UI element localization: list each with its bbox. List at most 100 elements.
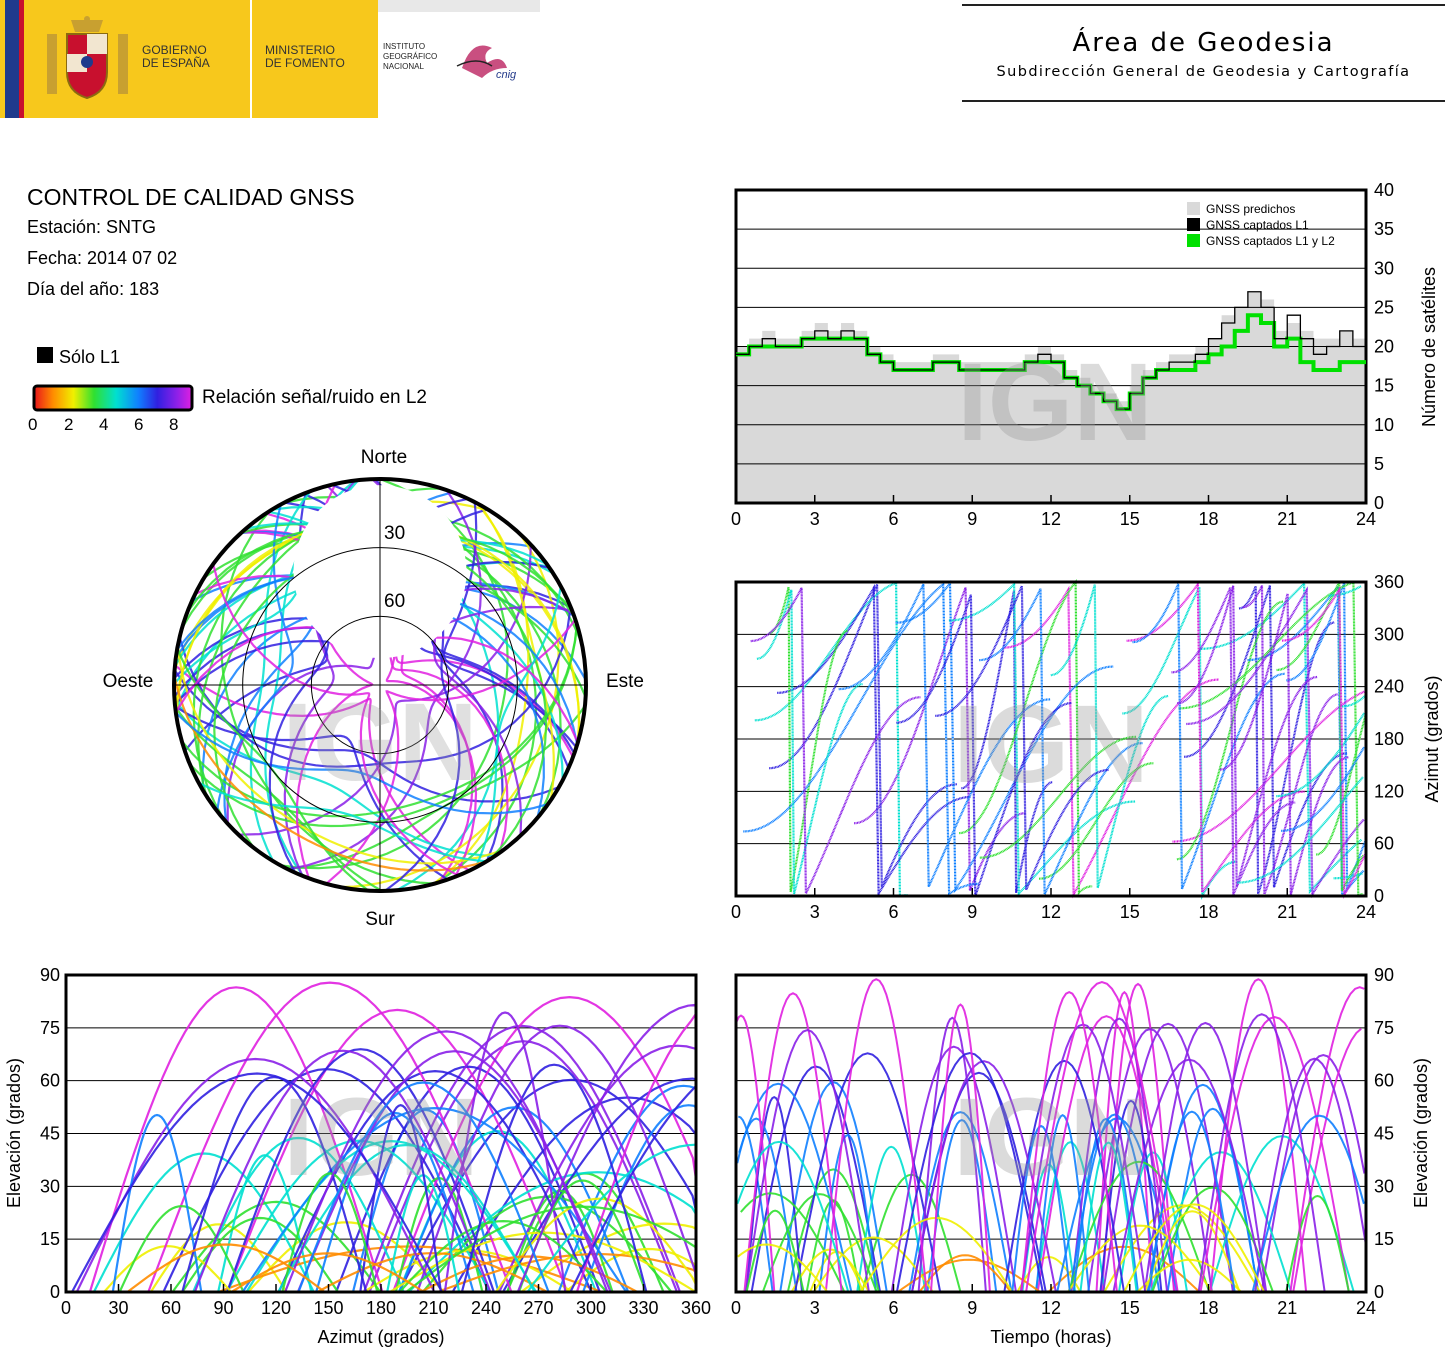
azimuth-track [1328,585,1362,597]
y-tick-label: 15 [1374,1229,1394,1249]
x-tick-label: 15 [1120,1298,1140,1318]
x-tick-label: 0 [731,509,741,529]
elevation-time-track [812,1236,934,1293]
elevation-time-track [1123,1203,1266,1293]
ring-30-label: 30 [384,523,405,544]
satellite-track [175,711,549,815]
elevation-time-track [744,1029,870,1293]
satellite-track [474,586,562,868]
elevation-azimuth-track [126,1243,326,1293]
elevation-time-track [1251,1114,1365,1293]
x-tick-label: 12 [1041,902,1061,922]
y-tick-label: 90 [1374,965,1394,985]
elevation-time-track [737,1115,774,1293]
elevation-azimuth-track [359,1104,442,1293]
elevation-time-track [1101,982,1175,1293]
header-subtitle: Subdirección General de Geodesia y Carto… [996,64,1411,80]
elevation-azimuth-track [225,1139,492,1293]
x-tick-label: 180 [366,1298,396,1318]
azt-ylabel: Azimut (grados) [1422,675,1442,802]
title-bottom-rule [962,100,1445,102]
elevation-time-chart: 0 15 30 45 60 75 90 0 3 6 9 12 15 18 21 24 Elevación (g… [731,965,1431,1347]
y-tick-label: 360 [1374,572,1404,592]
elevation-azimuth-chart: 0 15 30 45 60 75 90 0 30 60 90 120 150 180 210 240 270 30… [4,965,711,1347]
y-tick-label: 90 [40,965,60,985]
elevation-azimuth-track [193,1049,492,1293]
x-tick-label: 0 [61,1298,71,1318]
y-tick-label: 5 [1374,454,1384,474]
x-tick-label: 90 [213,1298,233,1318]
elevation-time-track [1020,990,1118,1293]
sats-ylabel: Número de satélites [1419,267,1439,427]
azimuth-track [1276,712,1366,798]
azimuth-track [1171,587,1296,895]
azimuth-track [1178,580,1364,897]
x-tick-label: 21 [1277,902,1297,922]
y-tick-label: 30 [1374,1176,1394,1196]
x-tick-label: 3 [810,509,820,529]
polar-skyplot-chart: Norte Sur Este Oeste 30 60 IGN [103,447,644,930]
ign-watermark: IGN [953,683,1149,806]
x-tick-label: 240 [471,1298,501,1318]
satellite-track [325,619,577,885]
azimuth-track [1050,584,1169,889]
elevation-time-track [1143,1021,1268,1293]
azimuth-track [948,581,1136,897]
legend-label: GNSS captados L1 y L2 [1206,234,1335,248]
x-tick-label: 60 [161,1298,181,1318]
elevation-time-track [856,1145,927,1293]
snr-tick-6: 6 [134,415,144,434]
y-tick-label: 15 [1374,376,1394,396]
azimuth-track [1242,585,1339,895]
ministry-name: MINISTERIO DE FOMENTO [265,44,345,70]
elt-xlabel: Tiempo (horas) [990,1327,1111,1347]
elevation-time-track [1254,1057,1367,1293]
x-tick-label: 18 [1198,509,1218,529]
azimuth-track [895,580,1114,894]
azimuth-time-chart: 0 60 120 180 240 300 360 0 3 6 9 12 15 18 21 24 Azimut … [731,572,1442,922]
satellite-track [174,705,449,881]
elevation-time-track [1079,1141,1138,1293]
ign-line3: NACIONAL [383,62,424,71]
ign-top-bar [378,0,540,12]
x-tick-label: 24 [1356,1298,1376,1318]
azimuth-track [769,584,957,888]
ign-watermark: IGN [282,681,478,804]
date-label: Fecha: 2014 07 02 [27,248,178,268]
elevation-azimuth-track [147,981,513,1293]
elevation-time-track [1067,1160,1211,1293]
elaz-xlabel: Azimut (grados) [317,1327,444,1347]
azimuth-track [754,581,908,898]
elevation-time-track [895,1051,1044,1293]
y-tick-label: 180 [1374,729,1404,749]
elevation-time-track [1209,978,1308,1293]
ign-watermark: IGN [283,1076,479,1199]
x-tick-label: 18 [1198,902,1218,922]
satellite-track [212,563,459,877]
elevation-azimuth-track [277,1143,536,1293]
elevation-azimuth-track [416,1024,698,1293]
satellite-track [287,489,483,871]
ign-name: INSTITUTO GEOGRÁFICO NACIONAL [383,42,437,72]
azimuth-track [1342,694,1367,708]
azimuth-track [768,586,849,893]
elevation-time-track [918,1254,1012,1293]
y-tick-label: 40 [1374,180,1394,200]
elevation-time-track [1034,1141,1106,1293]
azimuth-track [750,587,921,894]
azimuth-track [896,594,1072,897]
cnig-text: cnig [496,69,517,81]
y-tick-label: 0 [1374,1282,1384,1302]
y-tick-label: 15 [40,1229,60,1249]
y-tick-label: 0 [1374,886,1384,906]
elevation-time-track [1070,1017,1169,1293]
government-banner [0,0,378,118]
y-tick-label: 45 [1374,1124,1394,1144]
elevation-time-track [1025,981,1179,1293]
y-tick-label: 240 [1374,677,1404,697]
elevation-azimuth-track [103,1244,233,1293]
elevation-azimuth-track [88,986,384,1293]
elevation-azimuth-track [192,1136,405,1293]
elevation-azimuth-track [315,1111,475,1293]
elevation-time-track [1036,1015,1176,1293]
